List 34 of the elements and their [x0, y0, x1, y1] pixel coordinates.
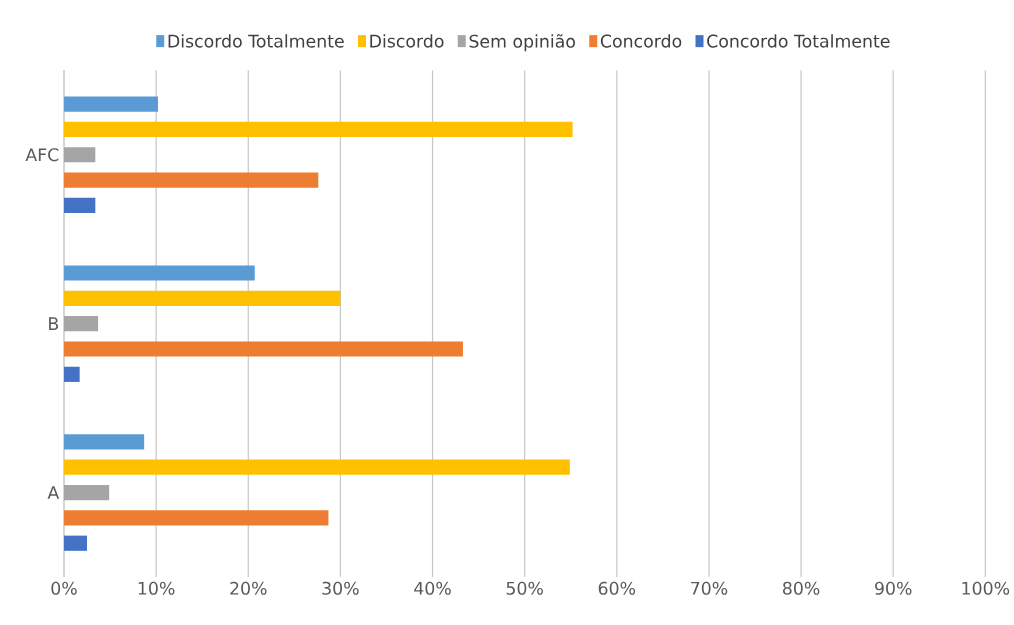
x-tick-label: 80%	[782, 581, 820, 595]
legend-label: Concordo	[600, 34, 682, 48]
bar	[64, 121, 573, 138]
bar	[64, 510, 329, 526]
bar	[64, 147, 96, 163]
legend-label: Concordo Totalmente	[707, 34, 890, 48]
bar	[64, 265, 255, 281]
bar	[64, 172, 319, 188]
legend-label: Discordo Totalmente	[168, 34, 344, 48]
bar	[64, 366, 80, 382]
x-tick-label: 0%	[51, 581, 77, 595]
bar	[64, 459, 570, 475]
x-tick-label: 90%	[875, 581, 912, 595]
x-tick-label: 70%	[691, 581, 728, 595]
legend-label: Sem opinião	[469, 34, 575, 52]
y-tick-label: B	[49, 317, 59, 330]
bar	[64, 341, 463, 357]
x-tick-label: 60%	[598, 581, 636, 595]
x-tick-label: 30%	[322, 581, 359, 595]
x-tick-label: 100%	[962, 581, 1010, 595]
bar	[64, 290, 341, 306]
x-tick-label: 20%	[230, 581, 267, 595]
bar	[64, 535, 88, 551]
x-tick-label: 40%	[414, 581, 451, 595]
legend-label: Discordo	[370, 34, 444, 48]
bar	[64, 96, 158, 112]
bar	[64, 316, 99, 332]
x-tick-label: 10%	[138, 581, 175, 595]
x-tick-label: 50%	[506, 581, 543, 595]
bar	[64, 484, 110, 501]
bar	[64, 197, 96, 214]
y-tick-label: A	[47, 486, 60, 499]
y-tick-label: AFC	[25, 148, 59, 162]
bar	[64, 434, 145, 450]
